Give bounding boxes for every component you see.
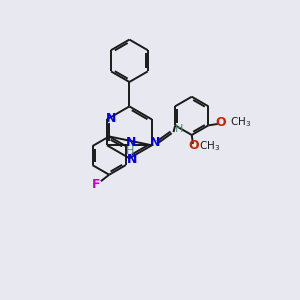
Text: CH$_3$: CH$_3$: [230, 116, 251, 129]
Text: H: H: [175, 124, 183, 134]
Text: CH$_3$: CH$_3$: [199, 139, 220, 153]
Text: N: N: [150, 136, 160, 149]
Text: O: O: [215, 116, 226, 129]
Text: N: N: [106, 112, 116, 125]
Text: O: O: [188, 140, 199, 152]
Text: N: N: [126, 136, 136, 149]
Text: F: F: [92, 178, 100, 191]
Text: N: N: [127, 153, 137, 166]
Text: H: H: [126, 146, 134, 156]
